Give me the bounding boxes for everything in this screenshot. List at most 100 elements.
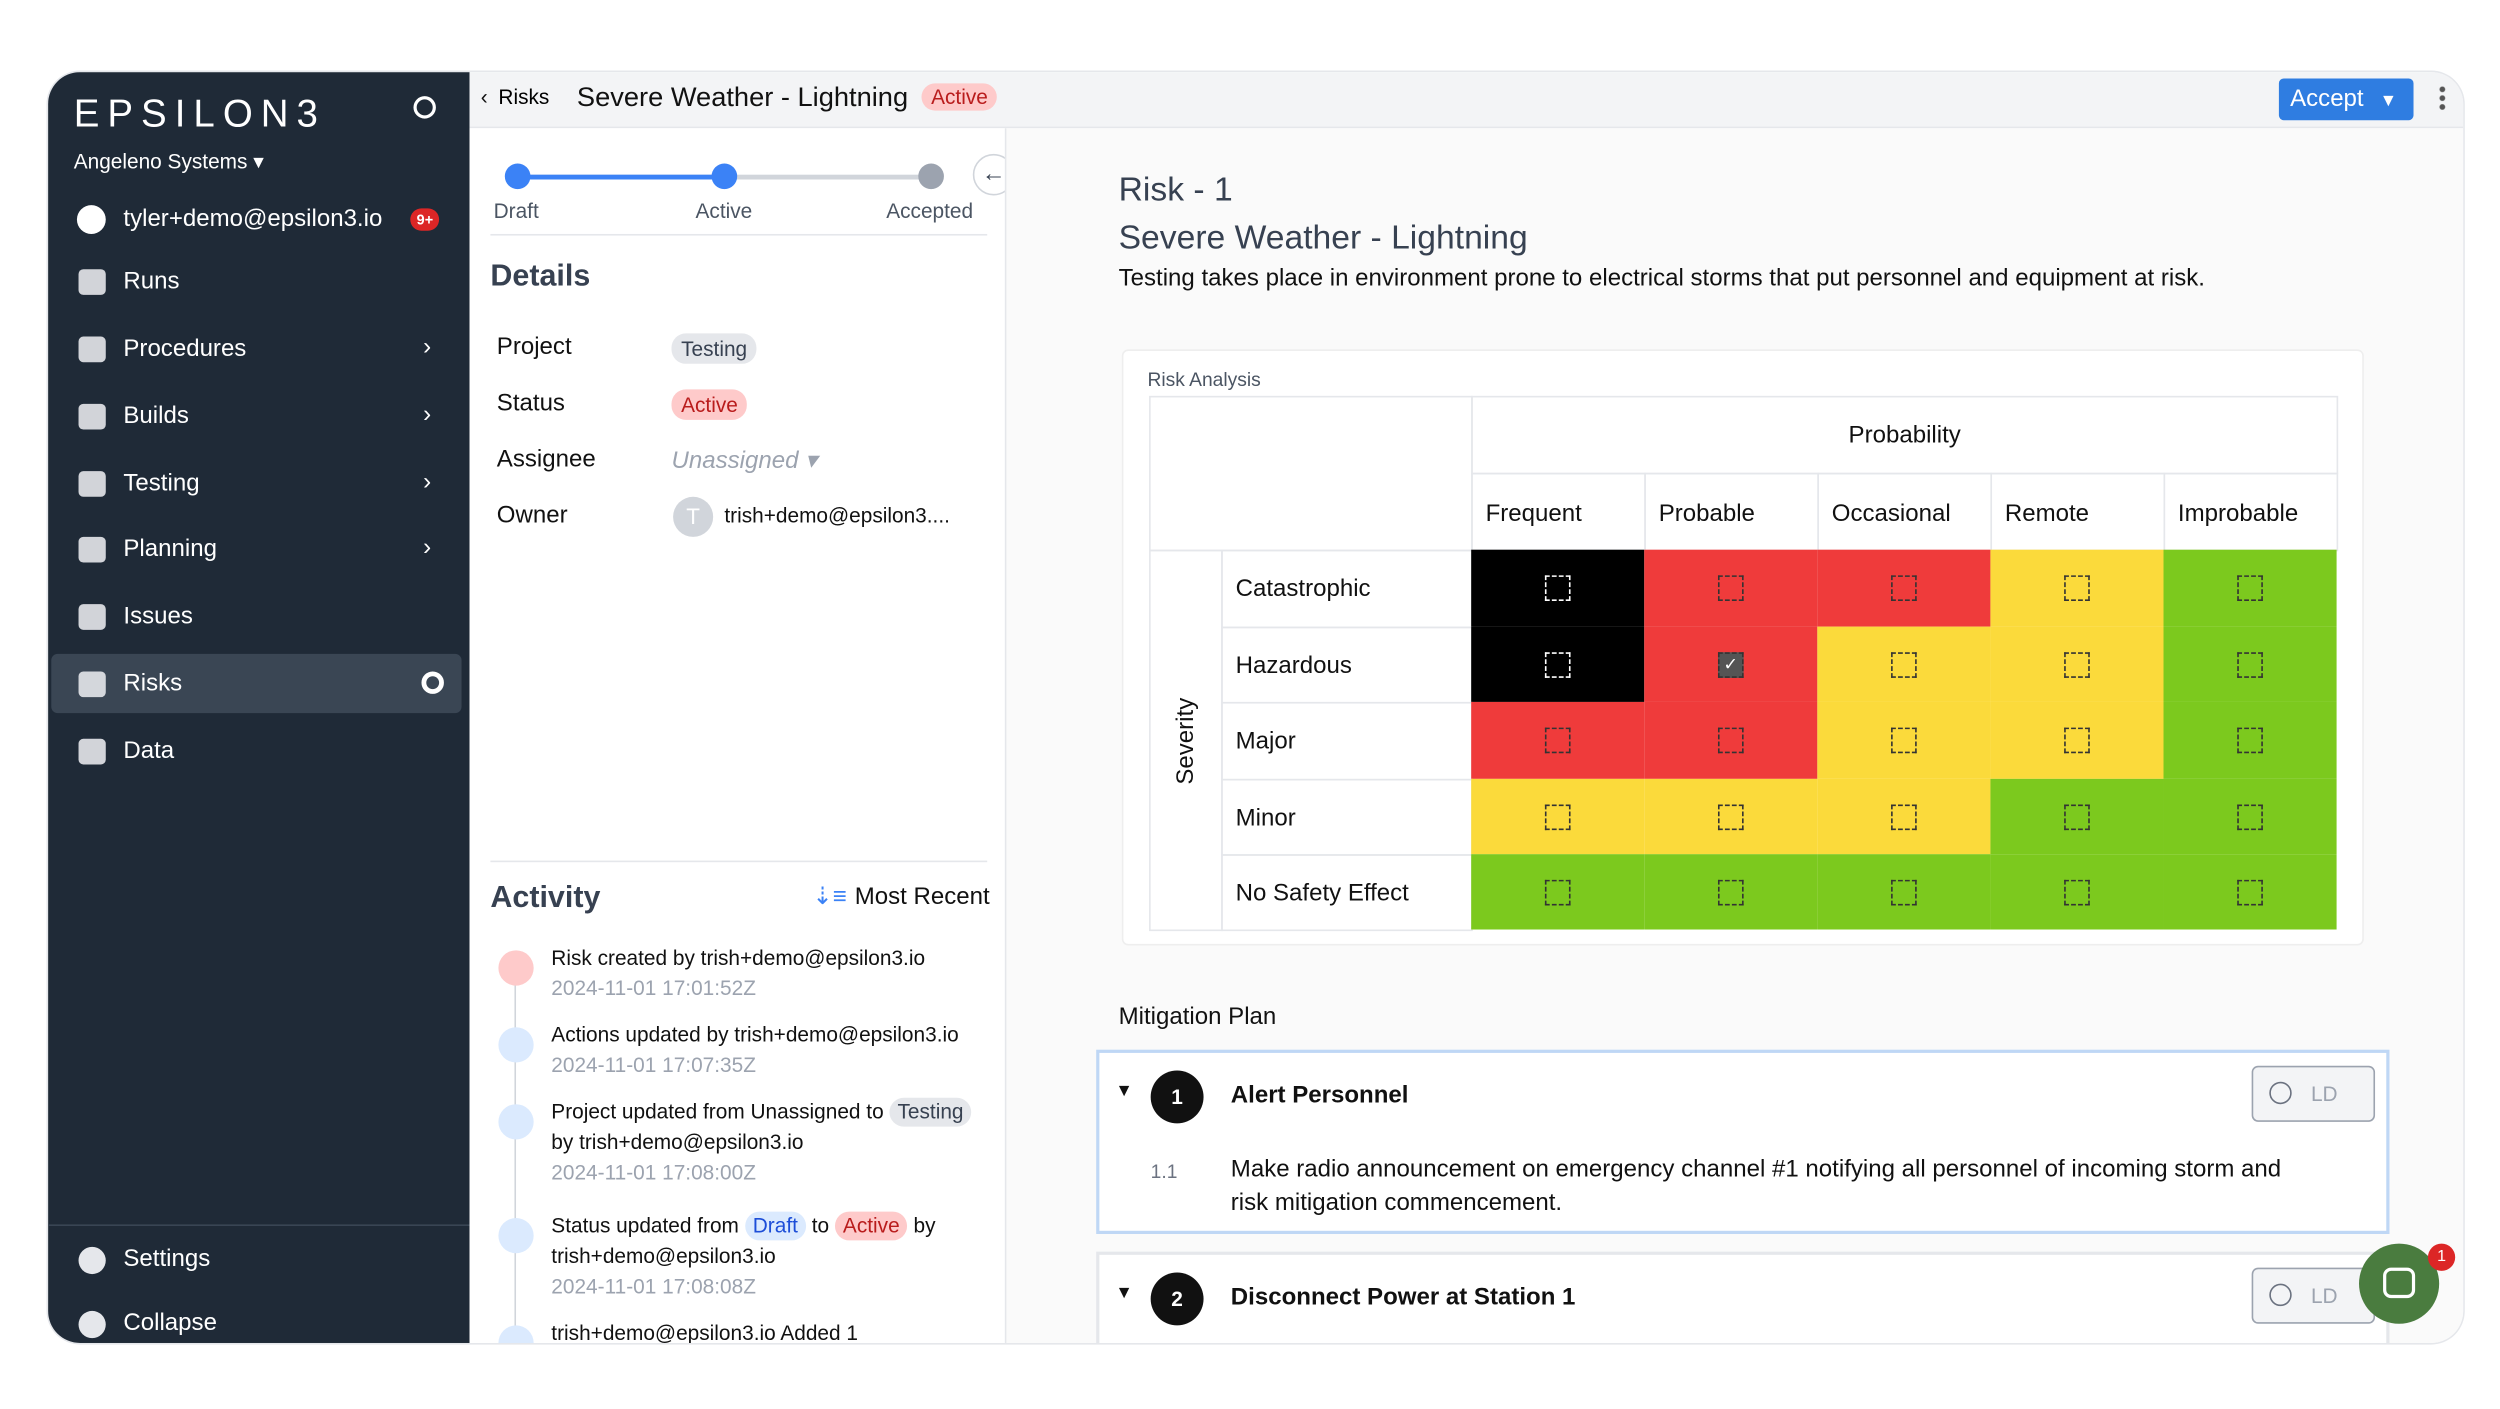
matrix-cell[interactable] — [1817, 854, 1991, 930]
nav-item[interactable]: Planning — [123, 535, 217, 563]
stepper-label: Active — [695, 198, 753, 223]
activity-text: to — [811, 1213, 830, 1238]
nav-item[interactable]: Issues — [123, 602, 193, 630]
activity-icon — [498, 1325, 534, 1343]
owner-avatar: T — [673, 496, 714, 537]
user-email[interactable]: tyler+demo@epsilon3.io — [123, 205, 383, 233]
cell-checkbox — [2064, 575, 2090, 601]
matrix-cell[interactable] — [1471, 854, 1645, 930]
cell-checkbox — [1544, 575, 1571, 601]
nav-item[interactable]: Runs — [123, 267, 180, 295]
field-label: Project — [496, 333, 572, 361]
activity-text: Status updated from — [551, 1213, 739, 1238]
matrix-cell[interactable]: ✓ — [1644, 626, 1818, 702]
matrix-cell[interactable] — [2163, 626, 2337, 702]
stepper-dot — [504, 163, 531, 190]
matrix-cell[interactable] — [1644, 778, 1818, 855]
nav-icon — [78, 336, 106, 363]
search-icon[interactable] — [413, 96, 436, 119]
footer-item[interactable]: Collapse — [123, 1309, 217, 1337]
step-toggle[interactable]: ▼ — [1115, 1283, 1133, 1303]
nav-item[interactable]: Procedures — [123, 334, 247, 363]
nav-item[interactable]: Testing — [123, 469, 200, 497]
activity-text: Project updated from Unassigned to — [551, 1099, 884, 1124]
matrix-cell[interactable] — [1990, 701, 2164, 779]
field-label: Status — [496, 389, 565, 417]
accept-button[interactable]: Accept ▼ — [2278, 78, 2414, 121]
cell-checkbox — [2064, 879, 2090, 905]
matrix-cell[interactable] — [1990, 549, 2164, 627]
matrix-cell[interactable] — [1644, 549, 1818, 627]
matrix-cell[interactable] — [1644, 701, 1818, 779]
field-label: Assignee — [496, 445, 596, 473]
sort-toggle[interactable]: ⇣≡ Most Recent — [813, 881, 990, 910]
cell-checkbox — [2237, 879, 2263, 905]
nav-item[interactable]: Builds — [123, 402, 189, 430]
risk-description: Testing takes place in environment prone… — [1118, 264, 2205, 292]
nav-chevron: › — [423, 333, 432, 361]
field-chip[interactable]: Active — [671, 389, 748, 420]
matrix-cell[interactable] — [1990, 778, 2164, 855]
accept-caret: ▼ — [2379, 91, 2398, 111]
cell-checkbox — [1717, 727, 1744, 754]
breadcrumb-link[interactable]: Risks — [498, 84, 550, 109]
signoff-button[interactable]: LD — [2251, 1267, 2376, 1324]
chat-launcher[interactable] — [2359, 1243, 2440, 1324]
matrix-cell[interactable] — [1990, 854, 2164, 930]
activity-heading: Activity — [490, 881, 601, 916]
detail-panel: Draft Active Accepted ← Details Project Testin… — [469, 128, 1007, 1343]
nav-chevron: › — [423, 533, 432, 561]
activity-text: trish+demo@epsilon3.io Added 1 — [551, 1320, 858, 1343]
field-select[interactable]: Unassigned ▾ — [671, 447, 818, 475]
settings-gear[interactable] — [421, 671, 444, 694]
probability-header: Probability — [1471, 395, 2339, 475]
nav-icon — [78, 671, 106, 698]
activity-chip: Testing — [889, 1097, 972, 1127]
stepper-dot — [918, 163, 944, 190]
footer-item[interactable]: Settings — [123, 1245, 211, 1273]
matrix-cell[interactable] — [2163, 854, 2337, 930]
nav-item[interactable]: Data — [123, 737, 175, 765]
matrix-cell[interactable] — [2163, 701, 2337, 779]
nav-item[interactable]: Risks — [123, 669, 183, 698]
user-avatar-icon — [76, 205, 106, 234]
divider — [490, 860, 988, 863]
cell-checkbox — [1544, 651, 1571, 678]
matrix-cell[interactable] — [2163, 549, 2337, 627]
matrix-cell[interactable] — [1471, 549, 1645, 627]
column-header: Improbable — [2163, 472, 2339, 552]
activity-text: Actions updated by trish+demo@epsilon3.i… — [551, 1022, 959, 1047]
matrix-cell[interactable] — [1817, 701, 1991, 779]
header-bar: ‹ Risks Severe Weather - Lightning Active A… — [469, 72, 2464, 129]
matrix-cell[interactable] — [1471, 778, 1645, 855]
more-menu[interactable] — [2439, 84, 2446, 111]
nav-icon — [78, 269, 106, 295]
brand-logo: EPSILON3 — [73, 92, 326, 137]
step-number: 1 — [1150, 1070, 1204, 1124]
owner-email: trish+demo@epsilon3.... — [724, 503, 950, 528]
step-title: Alert Personnel — [1230, 1081, 1409, 1109]
cell-checkbox — [1891, 879, 1917, 905]
cell-checkbox — [1891, 651, 1917, 678]
activity-time: 2024-11-01 17:08:00Z — [551, 1160, 756, 1185]
step-toggle[interactable]: ▼ — [1115, 1081, 1133, 1101]
matrix-cell[interactable] — [1817, 549, 1991, 627]
field-chip[interactable]: Testing — [671, 333, 757, 364]
matrix-cell[interactable] — [1471, 626, 1645, 702]
matrix-cell[interactable] — [2163, 778, 2337, 855]
severity-header: Severity — [1172, 697, 1200, 785]
collapse-panel-button[interactable]: ← — [972, 153, 1005, 196]
matrix-cell[interactable] — [1817, 778, 1991, 855]
matrix-cell[interactable] — [1990, 626, 2164, 702]
org-switcher[interactable]: Angeleno Systems ▾ — [73, 149, 264, 174]
activity-chip: Draft — [744, 1211, 806, 1241]
row-header: Catastrophic — [1221, 549, 1473, 629]
matrix-cell[interactable] — [1644, 854, 1818, 930]
activity-icon — [498, 950, 534, 986]
signoff-button[interactable]: LD — [2251, 1065, 2376, 1122]
matrix-cell[interactable] — [1817, 626, 1991, 702]
step-number: 2 — [1150, 1272, 1204, 1326]
matrix-cell[interactable] — [1471, 701, 1645, 779]
breadcrumb[interactable]: ‹ — [480, 84, 488, 109]
page-title: Severe Weather - Lightning — [576, 81, 909, 113]
